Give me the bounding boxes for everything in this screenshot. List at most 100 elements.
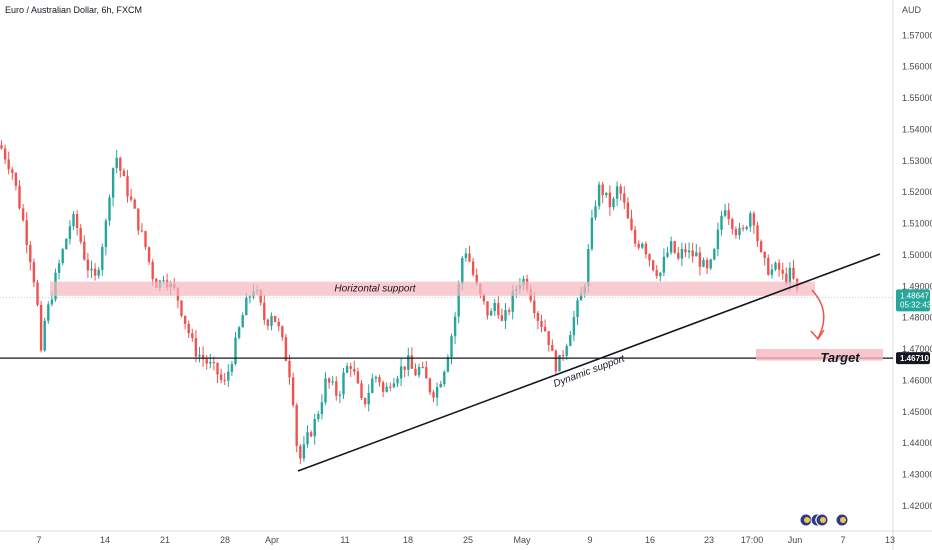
candle [201,346,205,367]
candle [3,144,7,164]
candle [641,242,644,249]
candle [561,349,565,362]
candle [14,172,18,191]
candle [623,186,626,210]
candle [378,374,381,387]
candle [122,168,126,177]
candle [644,241,648,259]
candle [277,317,280,332]
target-label: Target [820,350,860,365]
candle [248,294,252,304]
economic-events[interactable] [799,513,849,527]
candle [241,312,244,328]
candle [716,222,720,257]
candle [749,210,752,232]
candle [129,188,133,202]
candle [133,198,136,209]
candle [709,258,712,271]
candle [504,303,507,329]
candle [306,425,309,448]
candle [234,331,237,366]
level-price-value: 1.46710 [900,354,929,363]
candle [349,362,352,377]
candle [443,370,446,387]
event-flag-icon[interactable] [815,513,829,527]
candle [11,166,14,180]
candle [32,258,36,288]
candle [702,257,705,268]
dynamic-support-trendline[interactable] [297,253,881,472]
candle [597,181,601,210]
candle [108,194,111,226]
candle [655,265,658,279]
candle [209,354,212,369]
candle [414,363,417,376]
candle [594,200,597,221]
event-flag-icon[interactable] [799,513,813,527]
price-tick-label: 1.55000 [902,93,932,103]
candle [295,403,298,453]
target-zone[interactable] [756,349,883,361]
candle [439,380,442,388]
candle [569,330,572,347]
candle [363,397,367,408]
time-tick-label: May [513,535,531,545]
candle [551,339,554,351]
candle [601,181,604,204]
candle [421,361,424,369]
candle [774,261,777,272]
candle [126,169,129,203]
candle [565,343,568,360]
time-tick-label: 9 [587,535,592,545]
candle [752,211,756,234]
candle [572,310,576,342]
candle [140,223,144,233]
event-flag-icon[interactable] [835,513,849,527]
time-tick-label: 18 [403,535,413,545]
candle [612,196,615,211]
candle [763,251,766,266]
time-tick-label: 16 [645,535,655,545]
candle [335,376,338,401]
candle [468,245,471,263]
candle [446,354,450,373]
candle [75,210,79,236]
candle [741,224,745,232]
candle [770,263,774,279]
time-tick-label: 11 [340,535,349,545]
candle [428,377,432,396]
price-tick-label: 1.50000 [902,250,932,260]
time-axis[interactable]: 7 14 21 28 Apr 11 18 25 May 9 16 23 17:00 Jun 7 13 [36,535,895,545]
candle [223,372,226,386]
candle [680,242,684,267]
candle [39,300,43,353]
candle [731,217,734,235]
current-price-badge [896,289,930,312]
candle [720,211,723,236]
candle [83,235,86,261]
candle [356,367,360,384]
price-tick-label: 1.46000 [902,375,932,385]
candle [101,243,104,276]
currency-label: AUD [902,5,922,15]
candle [327,377,331,389]
candle [360,380,363,401]
horizontal-support-label: Horizontal support [334,284,416,295]
candle [547,331,550,352]
time-tick-label: 17:00 [741,535,764,545]
candle [119,156,122,178]
candle [637,240,640,250]
price-tick-label: 1.52000 [902,187,932,197]
candle [392,377,396,389]
candle [205,354,208,370]
candle [338,391,342,404]
projection-arrow [811,289,825,339]
candle [677,247,680,261]
horizontal-support-zone[interactable] [50,281,815,296]
candle [756,221,759,248]
candle [216,362,219,384]
price-axis[interactable]: 1.57000 1.56000 1.55000 1.54000 1.53000 1.520… [902,30,932,511]
